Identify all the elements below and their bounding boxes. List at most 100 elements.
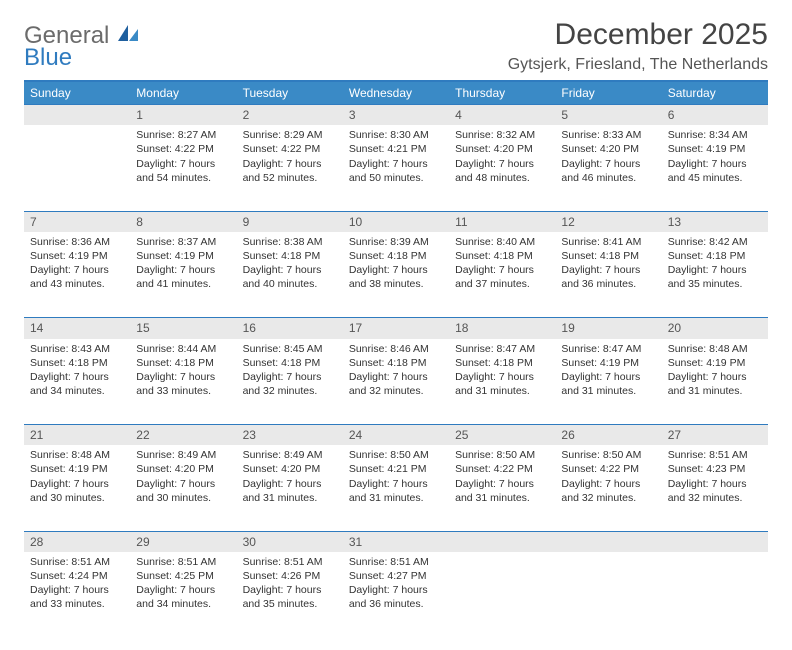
day-details: Sunrise: 8:51 AMSunset: 4:27 PMDaylight:… (343, 552, 449, 616)
day-number-cell: 28 (24, 531, 130, 552)
sunset-line: Sunset: 4:20 PM (561, 142, 655, 156)
sunset-line: Sunset: 4:18 PM (455, 356, 549, 370)
daylight-line: Daylight: 7 hours and 32 minutes. (561, 477, 655, 505)
day-cell: Sunrise: 8:39 AMSunset: 4:18 PMDaylight:… (343, 232, 449, 318)
sunset-line: Sunset: 4:22 PM (455, 462, 549, 476)
day-details: Sunrise: 8:51 AMSunset: 4:25 PMDaylight:… (130, 552, 236, 616)
day-cell: Sunrise: 8:51 AMSunset: 4:23 PMDaylight:… (662, 445, 768, 531)
day-details: Sunrise: 8:45 AMSunset: 4:18 PMDaylight:… (237, 339, 343, 403)
sunrise-line: Sunrise: 8:47 AM (561, 342, 655, 356)
day-number-cell: 13 (662, 211, 768, 232)
day-number-cell: 3 (343, 105, 449, 126)
daylight-line: Daylight: 7 hours and 31 minutes. (243, 477, 337, 505)
daylight-line: Daylight: 7 hours and 50 minutes. (349, 157, 443, 185)
daylight-line: Daylight: 7 hours and 30 minutes. (136, 477, 230, 505)
sunset-line: Sunset: 4:18 PM (243, 249, 337, 263)
sunset-line: Sunset: 4:21 PM (349, 462, 443, 476)
day-details: Sunrise: 8:34 AMSunset: 4:19 PMDaylight:… (662, 125, 768, 189)
day-cell: Sunrise: 8:49 AMSunset: 4:20 PMDaylight:… (130, 445, 236, 531)
day-number-cell: 23 (237, 425, 343, 446)
logo-text: General Blue (24, 24, 140, 70)
sunset-line: Sunset: 4:18 PM (136, 356, 230, 370)
day-cell: Sunrise: 8:34 AMSunset: 4:19 PMDaylight:… (662, 125, 768, 211)
day-number-cell: 27 (662, 425, 768, 446)
day-details: Sunrise: 8:48 AMSunset: 4:19 PMDaylight:… (662, 339, 768, 403)
day-details: Sunrise: 8:49 AMSunset: 4:20 PMDaylight:… (237, 445, 343, 509)
daylight-line: Daylight: 7 hours and 40 minutes. (243, 263, 337, 291)
sunset-line: Sunset: 4:18 PM (349, 356, 443, 370)
sunrise-line: Sunrise: 8:51 AM (349, 555, 443, 569)
sunset-line: Sunset: 4:22 PM (243, 142, 337, 156)
day-cell: Sunrise: 8:45 AMSunset: 4:18 PMDaylight:… (237, 339, 343, 425)
sunset-line: Sunset: 4:18 PM (561, 249, 655, 263)
sunrise-line: Sunrise: 8:42 AM (668, 235, 762, 249)
sunrise-line: Sunrise: 8:48 AM (30, 448, 124, 462)
day-details: Sunrise: 8:38 AMSunset: 4:18 PMDaylight:… (237, 232, 343, 296)
sunset-line: Sunset: 4:18 PM (30, 356, 124, 370)
daylight-line: Daylight: 7 hours and 37 minutes. (455, 263, 549, 291)
day-content-row: Sunrise: 8:51 AMSunset: 4:24 PMDaylight:… (24, 552, 768, 638)
day-details: Sunrise: 8:51 AMSunset: 4:24 PMDaylight:… (24, 552, 130, 616)
daylight-line: Daylight: 7 hours and 52 minutes. (243, 157, 337, 185)
sunrise-line: Sunrise: 8:51 AM (243, 555, 337, 569)
weekday-header: Tuesday (237, 81, 343, 105)
day-number-cell: 25 (449, 425, 555, 446)
day-details: Sunrise: 8:37 AMSunset: 4:19 PMDaylight:… (130, 232, 236, 296)
sunrise-line: Sunrise: 8:40 AM (455, 235, 549, 249)
sunrise-line: Sunrise: 8:37 AM (136, 235, 230, 249)
sunrise-line: Sunrise: 8:50 AM (561, 448, 655, 462)
day-cell: Sunrise: 8:51 AMSunset: 4:27 PMDaylight:… (343, 552, 449, 638)
sunrise-line: Sunrise: 8:41 AM (561, 235, 655, 249)
sunrise-line: Sunrise: 8:30 AM (349, 128, 443, 142)
day-number-cell: 9 (237, 211, 343, 232)
sunset-line: Sunset: 4:19 PM (561, 356, 655, 370)
day-details: Sunrise: 8:40 AMSunset: 4:18 PMDaylight:… (449, 232, 555, 296)
day-content-row: Sunrise: 8:36 AMSunset: 4:19 PMDaylight:… (24, 232, 768, 318)
day-details: Sunrise: 8:49 AMSunset: 4:20 PMDaylight:… (130, 445, 236, 509)
day-details: Sunrise: 8:46 AMSunset: 4:18 PMDaylight:… (343, 339, 449, 403)
day-details: Sunrise: 8:43 AMSunset: 4:18 PMDaylight:… (24, 339, 130, 403)
sunrise-line: Sunrise: 8:51 AM (136, 555, 230, 569)
weekday-header: Saturday (662, 81, 768, 105)
sail-icon (118, 30, 140, 47)
sunrise-line: Sunrise: 8:43 AM (30, 342, 124, 356)
daylight-line: Daylight: 7 hours and 31 minutes. (561, 370, 655, 398)
daylight-line: Daylight: 7 hours and 41 minutes. (136, 263, 230, 291)
day-details: Sunrise: 8:33 AMSunset: 4:20 PMDaylight:… (555, 125, 661, 189)
sunrise-line: Sunrise: 8:29 AM (243, 128, 337, 142)
day-cell: Sunrise: 8:32 AMSunset: 4:20 PMDaylight:… (449, 125, 555, 211)
day-cell: Sunrise: 8:44 AMSunset: 4:18 PMDaylight:… (130, 339, 236, 425)
day-cell: Sunrise: 8:46 AMSunset: 4:18 PMDaylight:… (343, 339, 449, 425)
sunset-line: Sunset: 4:19 PM (668, 142, 762, 156)
sunrise-line: Sunrise: 8:38 AM (243, 235, 337, 249)
sunrise-line: Sunrise: 8:45 AM (243, 342, 337, 356)
daylight-line: Daylight: 7 hours and 46 minutes. (561, 157, 655, 185)
day-details: Sunrise: 8:39 AMSunset: 4:18 PMDaylight:… (343, 232, 449, 296)
sunrise-line: Sunrise: 8:51 AM (668, 448, 762, 462)
day-cell: Sunrise: 8:36 AMSunset: 4:19 PMDaylight:… (24, 232, 130, 318)
day-number-cell: 12 (555, 211, 661, 232)
day-number-cell: 6 (662, 105, 768, 126)
daylight-line: Daylight: 7 hours and 31 minutes. (455, 477, 549, 505)
day-details: Sunrise: 8:27 AMSunset: 4:22 PMDaylight:… (130, 125, 236, 189)
sunrise-line: Sunrise: 8:48 AM (668, 342, 762, 356)
weekday-header: Thursday (449, 81, 555, 105)
weekday-header: Friday (555, 81, 661, 105)
day-number-cell: 7 (24, 211, 130, 232)
sunrise-line: Sunrise: 8:32 AM (455, 128, 549, 142)
day-number-cell: 15 (130, 318, 236, 339)
day-cell: Sunrise: 8:27 AMSunset: 4:22 PMDaylight:… (130, 125, 236, 211)
sunset-line: Sunset: 4:27 PM (349, 569, 443, 583)
day-details: Sunrise: 8:48 AMSunset: 4:19 PMDaylight:… (24, 445, 130, 509)
day-number-cell: 1 (130, 105, 236, 126)
daylight-line: Daylight: 7 hours and 31 minutes. (668, 370, 762, 398)
sunset-line: Sunset: 4:18 PM (349, 249, 443, 263)
daylight-line: Daylight: 7 hours and 32 minutes. (668, 477, 762, 505)
logo: General Blue (24, 24, 140, 70)
day-number-cell: 17 (343, 318, 449, 339)
day-cell (449, 552, 555, 638)
page-title: December 2025 (508, 18, 768, 52)
day-number-cell: 5 (555, 105, 661, 126)
sunset-line: Sunset: 4:18 PM (243, 356, 337, 370)
weekday-header-row: Sunday Monday Tuesday Wednesday Thursday… (24, 81, 768, 105)
